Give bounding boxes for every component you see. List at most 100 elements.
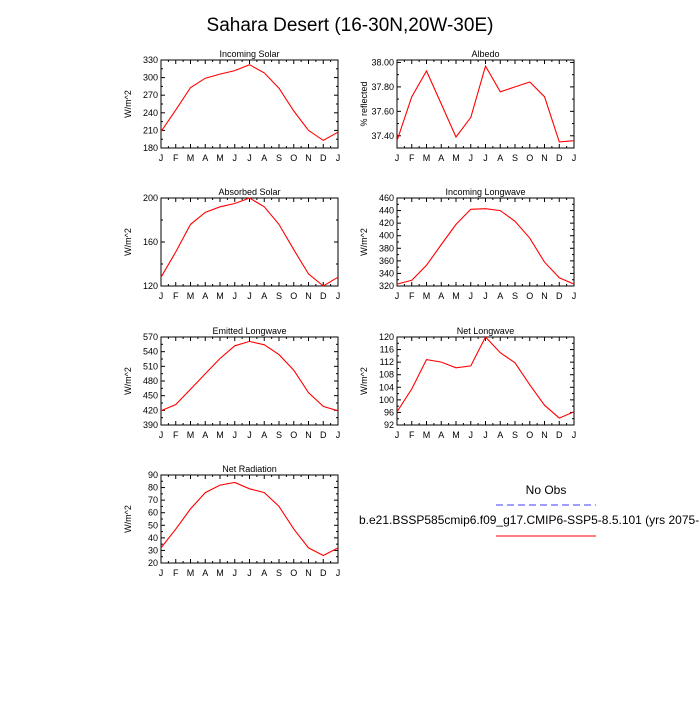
incoming-longwave-y-tick-label: 420: [379, 218, 394, 228]
incoming-solar-y-tick-label: 180: [143, 143, 158, 153]
incoming-solar-series-line: [160, 64, 339, 142]
emitted-longwave-x-tick-label: O: [290, 430, 297, 440]
absorbed-solar-x-tick-label: S: [276, 291, 282, 301]
incoming-longwave-x-tick-label: J: [572, 291, 577, 301]
net-radiation-x-tick-label: J: [159, 568, 164, 578]
incoming-solar-x-tick-label: O: [290, 153, 297, 163]
net-longwave-y-tick-label: 92: [384, 420, 394, 430]
albedo-x-tick-label: N: [541, 153, 548, 163]
net-longwave-y-axis-label: W/m^2: [359, 367, 369, 395]
incoming-longwave-x-tick-label: M: [452, 291, 460, 301]
emitted-longwave-x-tick-label: A: [202, 430, 208, 440]
incoming-solar-x-tick-label: N: [305, 153, 312, 163]
incoming-solar-x-tick-label: J: [159, 153, 164, 163]
incoming-solar-x-tick-label: D: [320, 153, 327, 163]
net-radiation-x-tick-label: F: [173, 568, 179, 578]
albedo-x-tick-label: M: [452, 153, 460, 163]
emitted-longwave-y-tick-label: 390: [143, 420, 158, 430]
incoming-longwave-x-tick-label: A: [438, 291, 444, 301]
net-longwave-x-tick-label: D: [556, 430, 563, 440]
albedo-x-tick-label: J: [395, 153, 400, 163]
net-longwave-x-tick-label: J: [469, 430, 474, 440]
net-longwave-x-tick-label: F: [409, 430, 415, 440]
absorbed-solar-x-tick-label: O: [290, 291, 297, 301]
incoming-solar-x-tick-label: J: [247, 153, 252, 163]
incoming-longwave-x-tick-label: M: [423, 291, 431, 301]
incoming-solar-panel: J F M A M J J A S O N D J180210240270300330Incoming …: [123, 49, 340, 163]
incoming-longwave-y-tick-label: 380: [379, 243, 394, 253]
emitted-longwave-x-tick-label: F: [173, 430, 179, 440]
net-longwave-x-tick-label: J: [483, 430, 488, 440]
emitted-longwave-x-tick-label: J: [233, 430, 238, 440]
incoming-longwave-panel: J F M A M J J A S O N D J320340360380400420440460Inc…: [359, 187, 576, 301]
albedo-y-tick-label: 37.60: [371, 106, 394, 116]
incoming-longwave-x-tick-label: N: [541, 291, 548, 301]
emitted-longwave-panel: J F M A M J J A S O N D J390420450480510540570Emitte…: [123, 326, 340, 440]
albedo-y-tick-label: 38.00: [371, 57, 394, 67]
incoming-longwave-series-line: [396, 208, 575, 285]
incoming-longwave-x-tick-label: O: [526, 291, 533, 301]
net-radiation-x-tick-label: J: [336, 568, 341, 578]
net-longwave-x-tick-label: A: [438, 430, 444, 440]
incoming-solar-x-tick-label: F: [173, 153, 179, 163]
net-longwave-title: Net Longwave: [457, 326, 515, 336]
emitted-longwave-x-tick-label: N: [305, 430, 312, 440]
net-radiation-x-tick-label: M: [187, 568, 195, 578]
emitted-longwave-x-tick-label: J: [247, 430, 252, 440]
albedo-x-tick-label: J: [572, 153, 577, 163]
emitted-longwave-series-line: [160, 340, 339, 412]
net-radiation-x-tick-label: O: [290, 568, 297, 578]
incoming-solar-plot-frame: [160, 59, 339, 149]
albedo-panel: J F M A M J J A S O N D J37.4037.6037.8038.00Albedo%…: [359, 49, 576, 163]
albedo-x-tick-label: A: [438, 153, 444, 163]
incoming-longwave-x-tick-label: A: [497, 291, 503, 301]
net-radiation-x-tick-label: J: [233, 568, 238, 578]
net-longwave-y-tick-label: 112: [380, 357, 394, 367]
absorbed-solar-x-tick-label: J: [233, 291, 238, 301]
albedo-y-tick-label: 37.80: [371, 82, 394, 92]
emitted-longwave-y-tick-label: 480: [143, 376, 158, 386]
emitted-longwave-x-tick-label: D: [320, 430, 327, 440]
absorbed-solar-y-tick-label: 200: [143, 193, 158, 203]
absorbed-solar-x-tick-label: D: [320, 291, 327, 301]
net-longwave-plot-frame: [396, 336, 575, 426]
albedo-x-tick-label: J: [483, 153, 488, 163]
net-longwave-x-tick-label: M: [423, 430, 431, 440]
emitted-longwave-x-tick-label: J: [159, 430, 164, 440]
incoming-solar-y-tick-label: 210: [143, 125, 158, 135]
panels: J F M A M J J A S O N D J180210240270300330Incoming …: [123, 49, 576, 578]
albedo-y-axis-label: % reflected: [359, 81, 369, 126]
absorbed-solar-x-tick-label: J: [159, 291, 164, 301]
incoming-solar-x-tick-label: S: [276, 153, 282, 163]
emitted-longwave-y-tick-label: 450: [143, 391, 158, 401]
net-longwave-x-tick-label: J: [572, 430, 577, 440]
legend-obs-label: No Obs: [526, 483, 567, 497]
albedo-x-tick-label: A: [497, 153, 503, 163]
incoming-longwave-x-tick-label: S: [512, 291, 518, 301]
net-longwave-x-tick-label: S: [512, 430, 518, 440]
absorbed-solar-y-tick-label: 160: [143, 237, 158, 247]
incoming-solar-x-tick-label: J: [336, 153, 341, 163]
net-longwave-x-tick-label: N: [541, 430, 548, 440]
incoming-longwave-x-tick-label: J: [469, 291, 474, 301]
incoming-solar-y-tick-label: 240: [143, 108, 158, 118]
incoming-longwave-y-tick-label: 400: [379, 231, 394, 241]
net-longwave-y-tick-label: 108: [379, 370, 394, 380]
albedo-x-tick-label: O: [526, 153, 533, 163]
emitted-longwave-title: Emitted Longwave: [212, 326, 286, 336]
incoming-longwave-y-tick-label: 360: [379, 256, 394, 266]
absorbed-solar-y-tick-label: 120: [143, 281, 158, 291]
absorbed-solar-x-tick-label: N: [305, 291, 312, 301]
legend: No Obs b.e21.BSSP585cmip6.f09_g17.CMIP6-…: [359, 483, 699, 537]
emitted-longwave-y-axis-label: W/m^2: [123, 367, 133, 395]
absorbed-solar-x-tick-label: F: [173, 291, 179, 301]
emitted-longwave-y-tick-label: 570: [143, 332, 158, 342]
emitted-longwave-x-tick-label: J: [336, 430, 341, 440]
net-longwave-y-tick-label: 116: [380, 345, 394, 355]
net-radiation-x-tick-label: J: [247, 568, 252, 578]
incoming-longwave-plot-frame: [396, 197, 575, 287]
net-radiation-y-axis-label: W/m^2: [123, 505, 133, 533]
emitted-longwave-x-tick-label: S: [276, 430, 282, 440]
